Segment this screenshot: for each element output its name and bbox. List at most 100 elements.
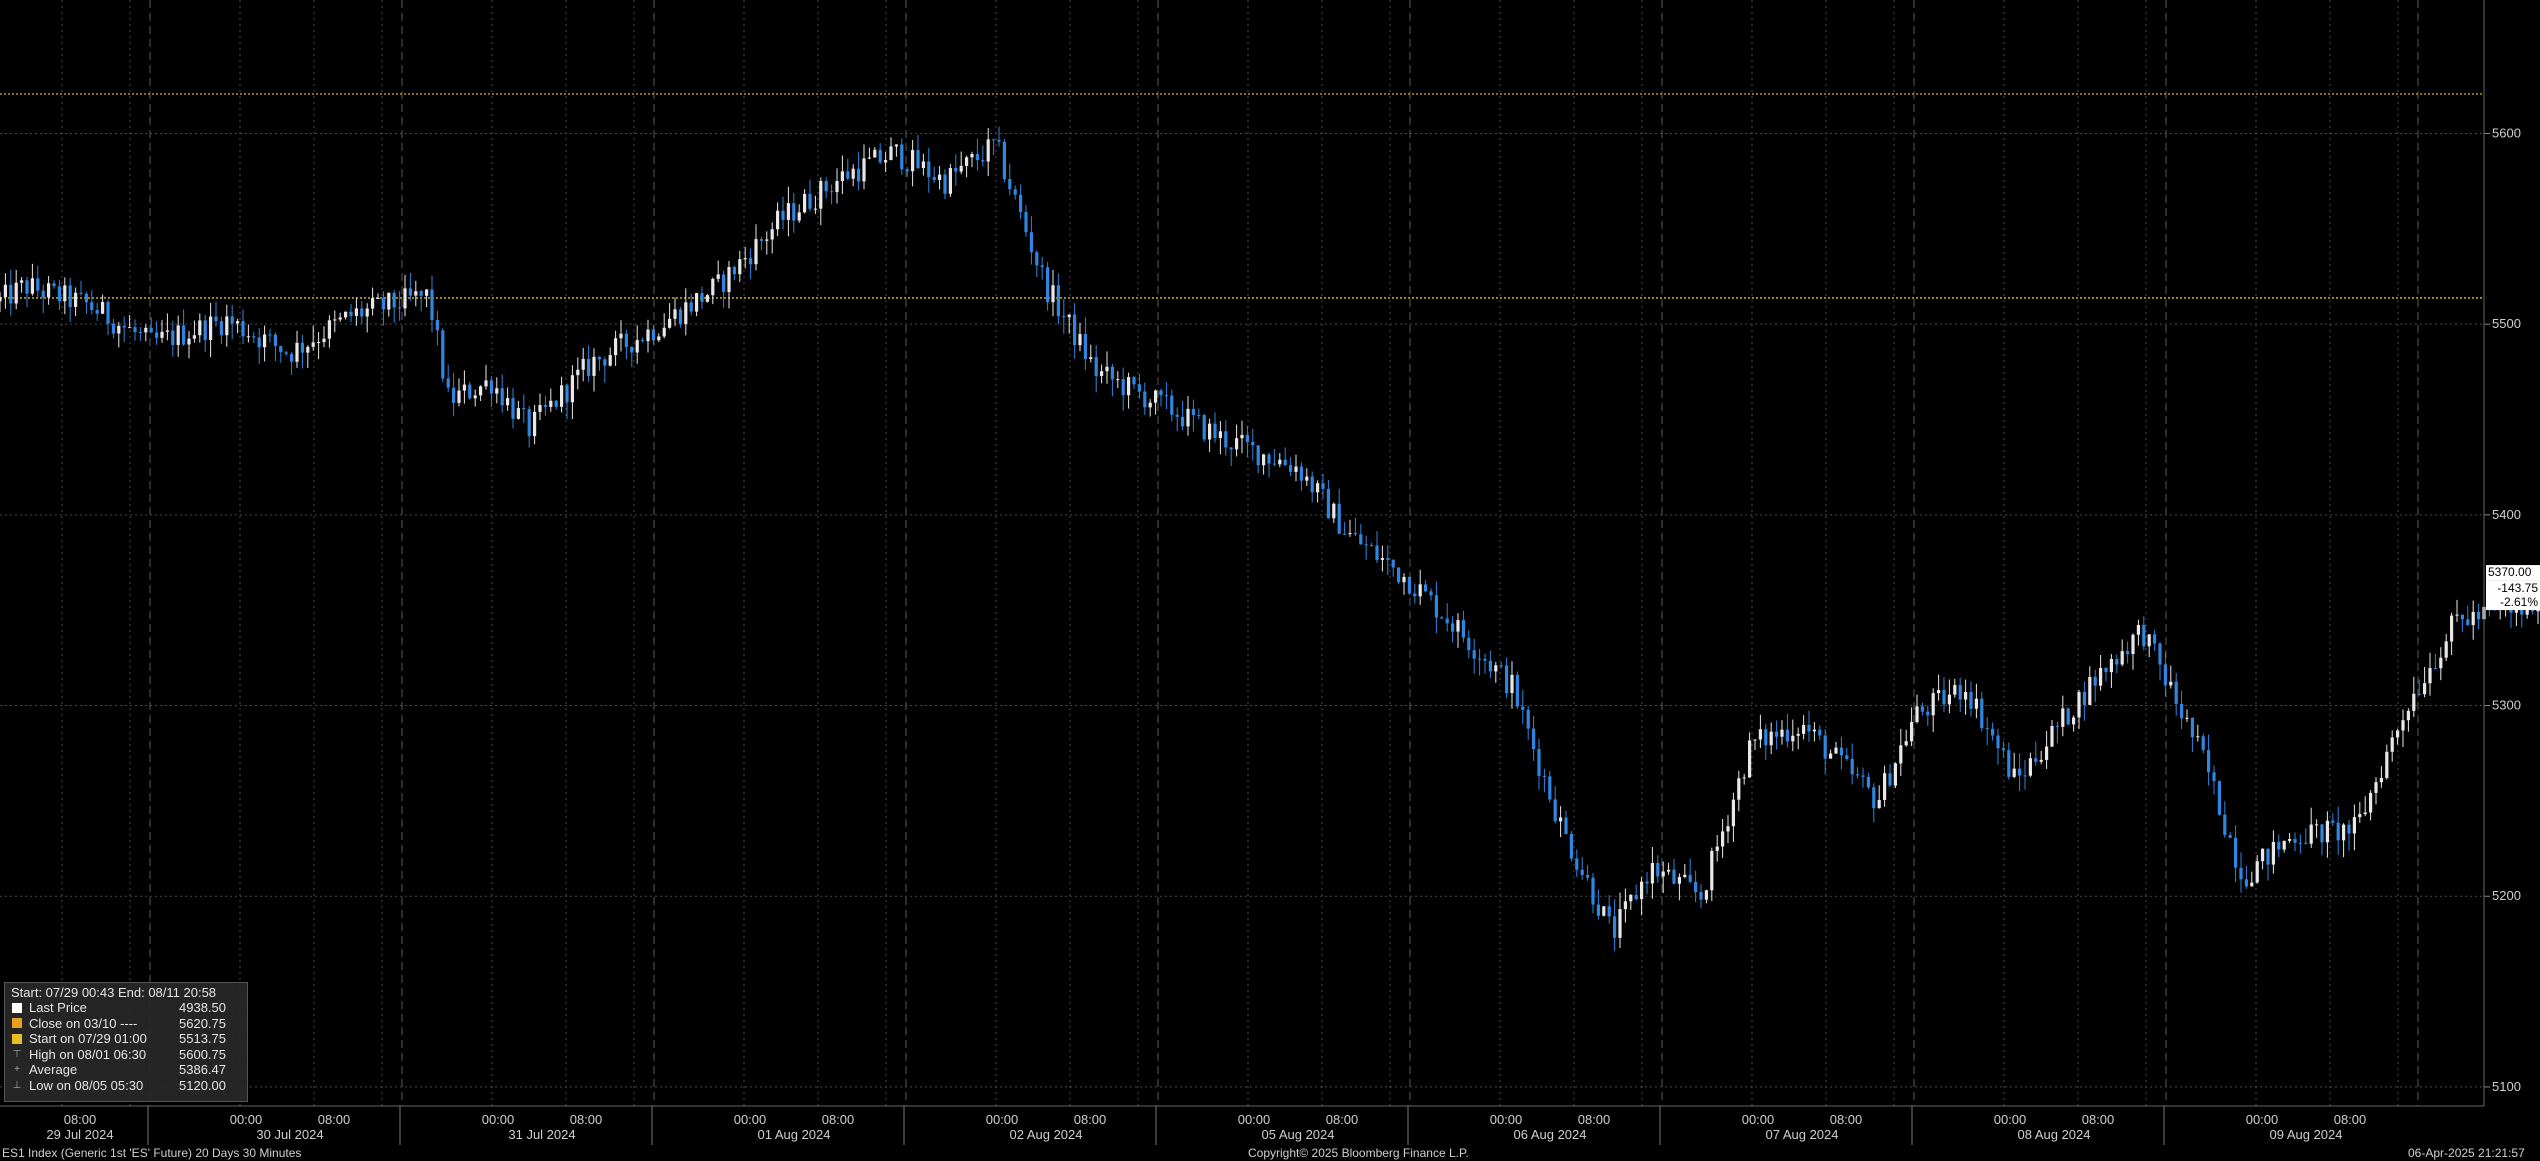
candle-down	[36, 278, 40, 291]
candle-down	[25, 280, 29, 294]
candle-up	[711, 278, 715, 296]
candle-down	[430, 289, 434, 320]
candle-up	[2255, 861, 2259, 883]
candle-up	[1650, 863, 1654, 884]
candle-up	[2358, 814, 2362, 818]
candle-down	[2347, 824, 2351, 834]
candle-up	[176, 325, 180, 345]
candle-up	[1240, 435, 1244, 439]
candle-up	[835, 181, 839, 193]
candle-up	[0, 297, 2, 302]
x-tick-label: 00:00	[986, 1112, 1019, 1127]
candle-up	[1348, 533, 1352, 535]
candle-up	[1883, 773, 1887, 800]
candle-down	[1386, 558, 1390, 560]
candle-down	[1775, 731, 1779, 737]
candle-down	[1764, 729, 1768, 746]
candle-down	[1985, 728, 1989, 730]
candle-down	[597, 356, 601, 360]
candle-down	[1164, 395, 1168, 397]
candle-down	[1094, 357, 1098, 376]
candle-down	[9, 284, 13, 304]
candle-up	[1661, 871, 1665, 877]
candle-down	[1073, 314, 1077, 346]
candle-up	[2072, 717, 2076, 725]
x-tick-label: 08:00	[822, 1112, 855, 1127]
x-date-label: 31 Jul 2024	[508, 1127, 575, 1142]
candle-up	[1677, 877, 1681, 884]
candle-down	[1548, 776, 1552, 800]
legend-row: Last Price 4938.50	[11, 1000, 241, 1016]
candle-down	[1688, 874, 1692, 882]
grid-lines	[0, 0, 2484, 1106]
candle-up	[657, 336, 661, 341]
candle-up	[128, 327, 132, 329]
yellow-square-icon	[11, 1033, 23, 1045]
candle-down	[1035, 252, 1039, 266]
candle-down	[230, 316, 234, 324]
security-description: ES1 Index (Generic 1st 'ES' Future) 20 D…	[2, 1146, 302, 1160]
candle-down	[138, 331, 142, 333]
candle-up	[2374, 782, 2378, 793]
price-axis: 5100 5200 5300 5400 5500 5600	[2483, 0, 2521, 1106]
candle-down	[2158, 643, 2162, 665]
y-tick-label: 5600	[2492, 125, 2521, 140]
x-date-label: 01 Aug 2024	[757, 1127, 830, 1142]
candle-down	[1926, 711, 1930, 716]
candle-down	[1326, 488, 1330, 519]
candle-up	[192, 335, 196, 339]
candle-up	[770, 229, 774, 240]
candle-up	[1051, 285, 1055, 303]
candle-down	[1656, 863, 1660, 877]
candle-down	[1159, 390, 1163, 396]
candle-down	[824, 181, 828, 192]
legend-value: 5120.00	[179, 1077, 226, 1093]
candle-up	[619, 333, 623, 339]
candle-down	[84, 293, 88, 303]
candle-down	[2055, 726, 2059, 728]
candle-down	[1299, 466, 1303, 481]
candle-up	[317, 342, 321, 344]
candle-up	[894, 144, 898, 147]
legend-value: 5513.75	[179, 1031, 226, 1046]
candle-up	[160, 331, 164, 338]
candle-down	[268, 334, 272, 336]
candle-down	[284, 352, 288, 354]
candle-up	[1623, 901, 1627, 910]
candle-down	[468, 384, 472, 399]
candle-up	[516, 408, 520, 419]
candle-up	[813, 208, 817, 210]
last-price-pct: -2.61%	[2500, 595, 2538, 609]
candle-down	[2293, 839, 2297, 843]
candle-down	[2217, 781, 2221, 815]
x-tick-label: 08:00	[64, 1112, 97, 1127]
candle-down	[2266, 848, 2270, 865]
candle-up	[365, 308, 369, 317]
candle-down	[1121, 379, 1125, 396]
candle-up	[1186, 408, 1190, 427]
candle-up	[1418, 584, 1422, 597]
candle-up	[1802, 724, 1806, 734]
candle-up	[2039, 759, 2043, 762]
candle-up	[1947, 694, 1951, 705]
candle-down	[1467, 637, 1471, 651]
candle-down	[2001, 748, 2005, 751]
candle-up	[2196, 736, 2200, 738]
candle-up	[570, 375, 574, 403]
candle-down	[830, 191, 834, 193]
candle-up	[311, 342, 315, 347]
candle-down	[1818, 729, 1822, 736]
candle-up	[819, 181, 823, 209]
candle-up	[965, 157, 969, 166]
candle-up	[684, 302, 688, 325]
x-date-label: 07 Aug 2024	[1765, 1127, 1838, 1142]
candle-down	[1062, 316, 1066, 318]
x-date-label: 06 Aug 2024	[1513, 1127, 1586, 1142]
candle-up	[1294, 466, 1298, 472]
candle-down	[1499, 665, 1503, 667]
x-tick-label: 08:00	[2082, 1112, 2115, 1127]
candle-down	[1202, 415, 1206, 440]
candle-down	[1429, 591, 1433, 596]
candle-down	[1364, 544, 1368, 546]
candle-down	[2104, 667, 2108, 673]
